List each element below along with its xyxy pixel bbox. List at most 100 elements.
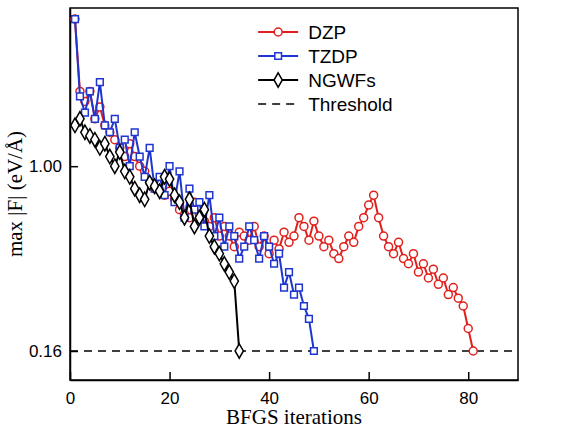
legend-label: TZDP — [308, 46, 358, 67]
x-tick-label: 20 — [161, 389, 180, 408]
threshold-line — [70, 350, 518, 352]
series-line — [75, 19, 473, 351]
series-marker — [101, 121, 109, 129]
series-marker — [454, 294, 462, 302]
series-marker — [111, 115, 118, 122]
series-marker — [395, 238, 403, 246]
series-marker — [390, 250, 398, 258]
series-marker — [221, 243, 228, 250]
legend-swatch — [258, 103, 298, 105]
series-marker — [205, 229, 213, 243]
series-marker — [260, 232, 268, 240]
y-axis-title: max |F| (eV/Å) — [3, 131, 27, 257]
series-line — [75, 119, 239, 351]
series-marker — [290, 232, 298, 240]
series-marker — [464, 324, 472, 332]
series-marker — [424, 274, 432, 282]
series-marker — [310, 217, 318, 225]
series-marker — [86, 87, 94, 95]
plot-frame — [70, 8, 518, 380]
y-tick-mark — [70, 166, 78, 168]
series-marker — [360, 214, 368, 222]
chart: 0204060801.000.16BFGS iterationsmax |F| … — [0, 0, 564, 434]
series-marker — [419, 260, 427, 268]
series-marker — [280, 228, 288, 236]
x-tick-mark — [269, 372, 271, 380]
series-marker — [230, 274, 238, 288]
x-tick: 60 — [360, 372, 379, 408]
series-marker — [101, 136, 109, 150]
plot-marks — [70, 15, 518, 358]
series-marker — [306, 316, 313, 323]
series-marker — [266, 243, 273, 250]
legend-label: Threshold — [308, 94, 393, 115]
series-marker — [231, 233, 238, 240]
series-marker — [206, 192, 213, 199]
legend-label: NGWFs — [308, 70, 376, 91]
series-marker — [146, 144, 153, 151]
x-tick: 20 — [161, 372, 180, 408]
x-tick-mark — [468, 372, 470, 380]
series-marker — [241, 243, 248, 250]
series-marker — [116, 145, 124, 159]
series-marker — [300, 222, 308, 230]
series-marker — [141, 192, 149, 206]
y-tick-label: 1.00 — [29, 157, 62, 176]
legend-marker — [274, 73, 282, 87]
series-marker — [76, 112, 84, 126]
series-marker — [106, 129, 113, 136]
legend: DZPTZDPNGWFsThreshold — [258, 22, 393, 115]
series-marker — [276, 250, 283, 257]
series-marker — [71, 15, 79, 23]
series-marker — [469, 347, 477, 355]
series-marker — [136, 153, 143, 160]
legend-marker — [275, 53, 282, 60]
series-marker — [305, 236, 313, 244]
y-tick-label: 0.16 — [29, 342, 62, 361]
series-marker — [175, 195, 183, 209]
series-marker — [87, 88, 94, 95]
series-marker — [311, 348, 318, 355]
series-marker — [340, 243, 348, 251]
series-marker — [271, 260, 278, 267]
x-axis: 020406080 — [66, 372, 519, 408]
x-tick-mark — [169, 372, 171, 380]
series-marker — [72, 16, 79, 23]
series-marker — [77, 93, 84, 100]
x-tick-label: 80 — [459, 389, 478, 408]
series-marker — [301, 303, 308, 310]
series-marker — [281, 284, 288, 291]
series-marker — [246, 223, 253, 230]
series-marker — [106, 128, 114, 136]
series-marker — [325, 236, 333, 244]
x-tick: 80 — [459, 372, 478, 408]
series-marker — [111, 159, 119, 173]
series-marker — [459, 302, 467, 310]
series-marker — [380, 232, 388, 240]
y-axis-line — [70, 9, 72, 381]
series-marker — [429, 265, 437, 273]
series-marker — [180, 210, 188, 224]
series-marker — [355, 222, 363, 230]
series-marker — [165, 172, 173, 186]
series-marker — [235, 344, 243, 358]
series-marker — [155, 184, 163, 198]
series-marker — [226, 223, 233, 230]
series-marker — [256, 255, 263, 262]
series-marker — [92, 115, 99, 122]
series-marker — [101, 122, 108, 129]
series-line — [75, 19, 314, 351]
series-marker — [404, 260, 412, 268]
series-marker — [200, 202, 208, 216]
x-tick-mark — [368, 372, 370, 380]
x-tick-label: 0 — [66, 389, 75, 408]
series-marker — [439, 274, 447, 282]
series-marker — [97, 79, 104, 86]
series-marker — [335, 255, 343, 263]
x-axis-line — [71, 380, 519, 382]
y-axis: 1.00 0.16 — [29, 9, 78, 381]
y-tick: 1.00 — [29, 157, 78, 176]
series-marker — [350, 238, 358, 246]
series-marker — [370, 191, 378, 199]
series-marker — [296, 284, 303, 291]
